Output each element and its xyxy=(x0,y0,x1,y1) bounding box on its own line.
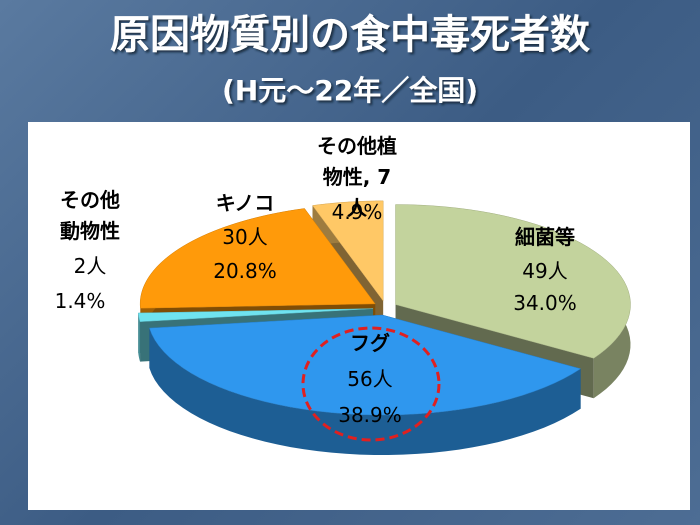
slice-label: その他植物性, 7人 xyxy=(317,134,397,220)
slice-label: その他動物性 xyxy=(60,188,120,243)
percent-label: 34.0% xyxy=(513,291,577,315)
slice-label: 細菌等 xyxy=(515,225,575,249)
value-label: 49人 xyxy=(522,259,568,283)
slice-label: キノコ xyxy=(215,191,275,215)
percent-label: 1.4% xyxy=(54,289,106,313)
highlight-circle xyxy=(301,326,441,442)
slice xyxy=(312,200,384,302)
slice xyxy=(149,314,582,416)
percent-label: 4.9% xyxy=(331,200,383,224)
pie xyxy=(137,200,631,455)
percent-label: 20.8% xyxy=(213,259,277,283)
chart-title: 原因物質別の食中毒死者数 xyxy=(110,12,590,58)
slice xyxy=(395,204,631,359)
slice xyxy=(137,308,374,322)
value-label: 56人 xyxy=(347,367,393,391)
percent-label: 38.9% xyxy=(338,403,402,427)
value-label: 2人 xyxy=(73,254,107,278)
slice-label: フグ xyxy=(350,331,390,355)
value-label: 30人 xyxy=(222,225,268,249)
chart-subtitle: (H元～22年／全国) xyxy=(222,74,478,107)
slice-side xyxy=(149,328,581,455)
slice xyxy=(139,208,376,309)
slice-side xyxy=(138,312,141,362)
